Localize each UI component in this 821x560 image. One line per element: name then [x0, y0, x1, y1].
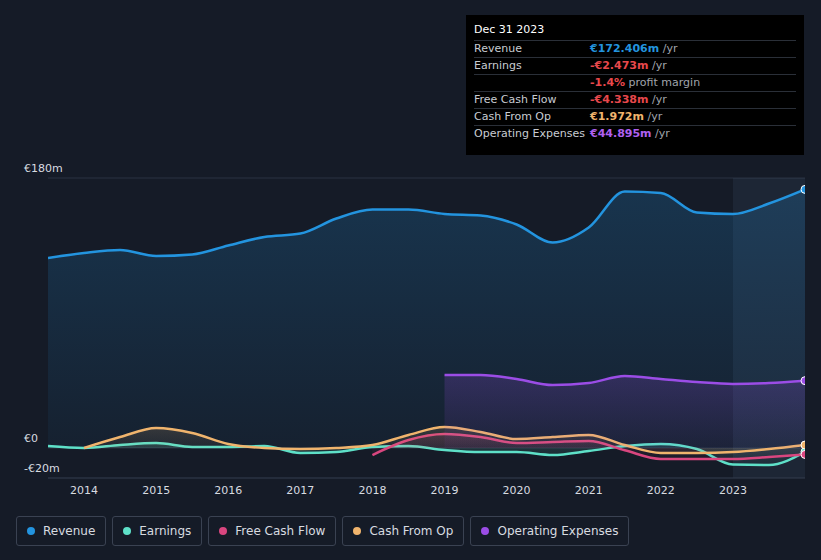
- svg-text:2018: 2018: [358, 484, 386, 497]
- html-text:€1.972m /yr: €1.972m /yr: [590, 110, 663, 123]
- svg-text:2021: 2021: [575, 484, 603, 497]
- svg-text:€0: €0: [24, 432, 38, 445]
- svg-text:2023: 2023: [719, 484, 747, 497]
- svg-text:2022: 2022: [647, 484, 675, 497]
- html-text:Revenue: Revenue: [43, 524, 96, 538]
- svg-text:2016: 2016: [214, 484, 242, 497]
- html-text:Cash From Op: Cash From Op: [474, 110, 551, 123]
- html-text:Earnings: Earnings: [474, 59, 522, 72]
- html-text:Revenue: Revenue: [474, 42, 522, 55]
- svg-text:€180m: €180m: [24, 162, 63, 175]
- html-text:€172.406m /yr: €172.406m /yr: [590, 42, 678, 55]
- html-text:Earnings: Earnings: [139, 524, 192, 538]
- svg-text:-€20m: -€20m: [24, 462, 60, 475]
- html-text:Cash From Op: Cash From Op: [369, 524, 454, 538]
- svg-text:2017: 2017: [286, 484, 314, 497]
- html-text:Dec 31 2023: Dec 31 2023: [474, 23, 545, 36]
- html-text:Operating Expenses: Operating Expenses: [474, 127, 585, 140]
- html-text:€44.895m /yr: €44.895m /yr: [590, 127, 670, 140]
- svg-text:2019: 2019: [431, 484, 459, 497]
- svg-text:2020: 2020: [503, 484, 531, 497]
- html-text:Operating Expenses: Operating Expenses: [497, 524, 619, 538]
- html-text:-€2.473m /yr: -€2.473m /yr: [590, 59, 667, 72]
- html-text:-1.4% profit margin: -1.4% profit margin: [590, 76, 701, 89]
- html-text:Free Cash Flow: Free Cash Flow: [235, 524, 326, 538]
- svg-text:2015: 2015: [142, 484, 170, 497]
- html-text:Free Cash Flow: Free Cash Flow: [474, 93, 557, 106]
- svg-text:2014: 2014: [70, 484, 98, 497]
- html-text:-€4.338m /yr: -€4.338m /yr: [590, 93, 667, 106]
